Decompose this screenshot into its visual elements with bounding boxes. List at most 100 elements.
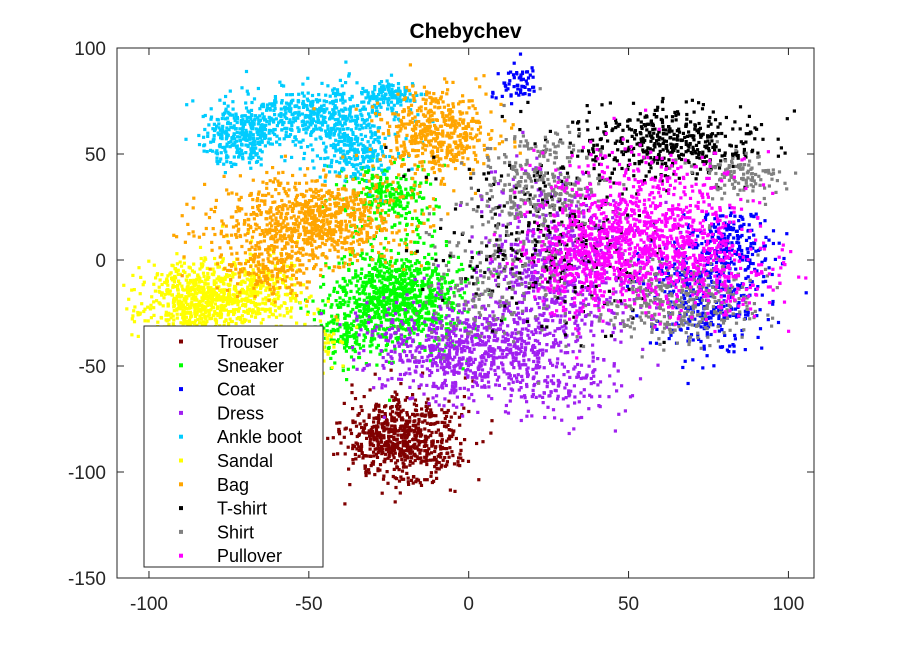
data-point [374, 452, 378, 456]
data-point [240, 155, 245, 159]
data-point [370, 280, 374, 284]
data-point [592, 381, 596, 385]
data-point [374, 402, 378, 406]
data-point [295, 116, 299, 120]
data-point [356, 304, 360, 308]
data-point [569, 233, 573, 237]
data-point [486, 375, 490, 379]
data-point [554, 289, 559, 293]
data-point [405, 354, 409, 358]
data-point [737, 219, 741, 223]
data-point [421, 344, 425, 348]
data-point [376, 420, 380, 424]
data-point [407, 367, 411, 371]
data-point [471, 343, 475, 347]
data-point [563, 198, 567, 202]
data-point [440, 362, 444, 366]
data-point [536, 302, 540, 306]
data-point [726, 236, 730, 240]
data-point [492, 359, 496, 363]
data-point [380, 449, 384, 453]
data-point [664, 200, 668, 204]
data-point [348, 346, 352, 350]
data-point [636, 251, 640, 255]
data-point [776, 320, 781, 325]
data-point [489, 431, 493, 435]
data-point [764, 257, 768, 261]
data-point [434, 321, 438, 325]
data-point [322, 282, 326, 286]
data-point [754, 212, 758, 216]
data-point [369, 296, 373, 300]
data-point [258, 136, 262, 140]
data-point [482, 343, 486, 347]
data-point [458, 366, 462, 370]
data-point [612, 199, 616, 203]
data-point [383, 332, 387, 336]
data-point [354, 331, 358, 335]
data-point [699, 325, 703, 329]
data-point [535, 156, 539, 160]
data-point [356, 104, 360, 108]
data-point [412, 306, 417, 310]
data-point [357, 297, 362, 301]
data-point [504, 337, 508, 341]
data-point [435, 466, 439, 470]
data-point [495, 271, 499, 275]
data-point [371, 267, 375, 271]
data-point [476, 325, 480, 329]
data-point [417, 359, 421, 363]
data-point [657, 280, 662, 284]
data-point [392, 284, 396, 288]
data-point [537, 296, 541, 300]
data-point [248, 153, 252, 157]
data-point [408, 385, 412, 389]
data-point [235, 148, 239, 152]
data-point [428, 422, 433, 426]
data-point [240, 114, 244, 118]
data-point [584, 376, 588, 380]
data-point [554, 365, 559, 369]
data-point [391, 446, 395, 450]
data-point [388, 313, 392, 317]
data-point [382, 415, 386, 419]
data-point [474, 266, 478, 270]
data-point [408, 425, 412, 429]
data-point [567, 394, 571, 398]
data-point [322, 103, 326, 107]
data-point [516, 311, 520, 315]
data-point [746, 310, 750, 315]
data-point [439, 295, 443, 299]
data-point [517, 316, 521, 320]
data-point [225, 142, 229, 146]
data-point [399, 284, 403, 288]
data-point [616, 369, 620, 373]
data-point [381, 277, 385, 281]
data-point [429, 322, 433, 326]
data-point [445, 410, 449, 414]
data-point [548, 394, 552, 398]
data-point [397, 429, 401, 433]
data-point [362, 303, 366, 307]
data-point [279, 114, 283, 119]
data-point [320, 104, 324, 108]
data-point [375, 455, 380, 459]
data-point [320, 123, 325, 127]
data-point [390, 288, 394, 292]
data-point [248, 123, 253, 127]
data-point [338, 78, 342, 82]
data-point [410, 318, 414, 322]
data-point [403, 308, 408, 312]
data-point [395, 294, 399, 298]
data-point [525, 237, 529, 241]
data-point [419, 181, 423, 185]
data-point [417, 316, 422, 320]
data-point [288, 93, 292, 97]
data-point [527, 88, 531, 92]
data-point [619, 329, 623, 333]
data-point [452, 347, 456, 351]
data-point [306, 76, 310, 80]
data-point [352, 333, 356, 337]
data-point [301, 123, 305, 128]
data-point [555, 314, 560, 318]
